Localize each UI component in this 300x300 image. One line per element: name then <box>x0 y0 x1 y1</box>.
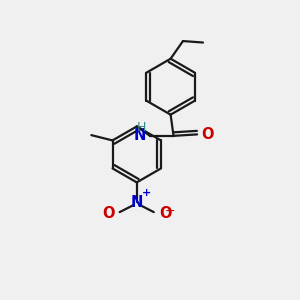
Text: −: − <box>165 205 175 218</box>
Text: O: O <box>159 206 172 221</box>
Text: O: O <box>102 206 114 221</box>
Text: O: O <box>201 127 213 142</box>
Text: N: N <box>134 128 146 143</box>
Text: H: H <box>136 121 146 134</box>
Text: +: + <box>142 188 151 198</box>
Text: N: N <box>130 195 143 210</box>
